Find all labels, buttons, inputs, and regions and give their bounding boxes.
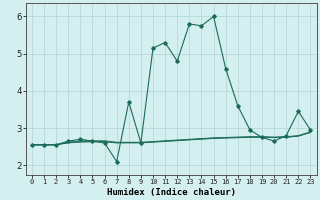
X-axis label: Humidex (Indice chaleur): Humidex (Indice chaleur)	[107, 188, 236, 197]
